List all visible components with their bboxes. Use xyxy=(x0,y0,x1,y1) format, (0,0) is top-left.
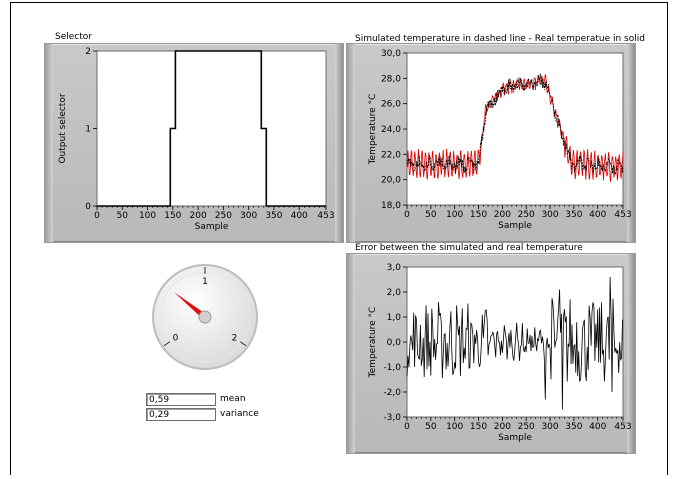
error-y-tick-label: 0,0 xyxy=(387,338,402,348)
temp-y-tick-label: 22,0 xyxy=(381,150,401,160)
gauge-tick-label: 2 xyxy=(232,334,238,344)
selector-x-tick-label: 300 xyxy=(240,211,257,221)
temp-chart-title: Simulated temperature in dashed line - R… xyxy=(355,34,645,44)
temp-x-tick-label: 350 xyxy=(565,210,582,220)
simulated-temperature-line xyxy=(406,73,624,175)
error-y-tick-label: 1,0 xyxy=(387,313,402,323)
error-x-tick-label: 0 xyxy=(404,422,410,432)
selector-y-tick-label: 1 xyxy=(85,125,91,135)
selector-x-tick-label: 453 xyxy=(317,211,334,221)
temp-x-tick-label: 50 xyxy=(425,210,437,220)
temp-x-tick-label: 250 xyxy=(518,210,535,220)
gauge-tick xyxy=(163,341,171,347)
error-x-tick-label: 150 xyxy=(470,422,487,432)
temp-x-tick-label: 100 xyxy=(446,210,463,220)
error-line xyxy=(406,276,623,410)
error-x-axis-label: Sample xyxy=(498,433,532,443)
selector-x-axis-label: Sample xyxy=(195,222,229,232)
selector-y-axis-label: Output selector xyxy=(58,93,68,163)
temp-x-tick-label: 300 xyxy=(541,210,558,220)
error-x-tick-label: 400 xyxy=(589,422,606,432)
error-y-axis-label: Temperature °C xyxy=(368,307,378,379)
selector-x-tick-label: 50 xyxy=(117,211,129,221)
variance-display: 0,29 xyxy=(146,408,216,421)
error-x-tick-label: 350 xyxy=(565,422,582,432)
temp-x-tick-label: 453 xyxy=(614,210,631,220)
temp-y-axis-label: Temperature °C xyxy=(368,94,378,166)
temp-y-tick-label: 28,0 xyxy=(381,74,401,84)
gauge-hub xyxy=(198,310,212,324)
mean-display: 0,59 xyxy=(146,393,216,406)
gauge-needle xyxy=(173,292,207,320)
temp-y-tick-label: 30,0 xyxy=(381,49,401,59)
mean-label: mean xyxy=(220,394,246,404)
selector-x-tick-label: 0 xyxy=(94,211,100,221)
front-panel-frame xyxy=(10,2,668,475)
temp-y-tick-label: 20,0 xyxy=(381,176,401,186)
gauge-tick-label: 1 xyxy=(202,277,208,287)
selector-x-tick-label: 200 xyxy=(190,211,207,221)
selector-x-tick-label: 250 xyxy=(215,211,232,221)
selector-gauge: 0 1 2 xyxy=(152,264,258,370)
temp-y-tick-label: 24,0 xyxy=(381,125,401,135)
real-temperature-line xyxy=(406,74,624,182)
selector-series-line xyxy=(97,50,326,207)
temp-plot-area xyxy=(406,52,624,206)
temp-chart: 0 50 100 150 200 250 300 350 400 453 18,0 20,0 22,0 2… xyxy=(368,49,632,231)
error-y-tick-label: -3,0 xyxy=(383,413,401,423)
error-y-tick-label: 2,0 xyxy=(387,288,402,298)
error-y-tick-label: -2,0 xyxy=(383,388,401,398)
error-y-tick-label: 3,0 xyxy=(387,263,402,273)
error-y-tick-label: -1,0 xyxy=(383,363,401,373)
temp-x-tick-label: 0 xyxy=(404,210,410,220)
error-x-tick-label: 200 xyxy=(494,422,511,432)
temp-x-tick-label: 400 xyxy=(589,210,606,220)
error-x-tick-label: 453 xyxy=(614,422,631,432)
error-x-tick-label: 50 xyxy=(425,422,437,432)
variance-label: variance xyxy=(220,409,259,419)
selector-x-tick-label: 400 xyxy=(291,211,308,221)
selector-x-tick-label: 100 xyxy=(139,211,156,221)
selector-plot-area xyxy=(96,50,327,207)
error-x-tick-label: 100 xyxy=(446,422,463,432)
error-chart-title: Error between the simulated and real tem… xyxy=(355,243,583,253)
selector-title: Selector xyxy=(55,32,92,42)
temp-x-tick-label: 200 xyxy=(494,210,511,220)
temp-y-tick-label: 18,0 xyxy=(381,201,401,211)
temp-x-tick-label: 150 xyxy=(470,210,487,220)
error-chart: 0 50 100 150 200 250 300 350 400 453 -3,0 -2,0 -1,0 0… xyxy=(368,263,632,443)
gauge-tick-label: 0 xyxy=(173,334,179,344)
selector-y-tick-label: 2 xyxy=(85,47,91,57)
error-x-tick-label: 300 xyxy=(541,422,558,432)
selector-x-tick-label: 150 xyxy=(164,211,181,221)
temp-x-axis-label: Sample xyxy=(498,221,532,231)
selector-chart: 0 50 100 150 200 250 300 350 400 453 0 1 2 Sample Outp… xyxy=(58,47,335,232)
error-x-tick-label: 250 xyxy=(518,422,535,432)
selector-y-tick-label: 0 xyxy=(85,202,91,212)
temp-y-tick-label: 26,0 xyxy=(381,100,401,110)
selector-x-tick-label: 350 xyxy=(265,211,282,221)
gauge-tick xyxy=(239,341,247,347)
